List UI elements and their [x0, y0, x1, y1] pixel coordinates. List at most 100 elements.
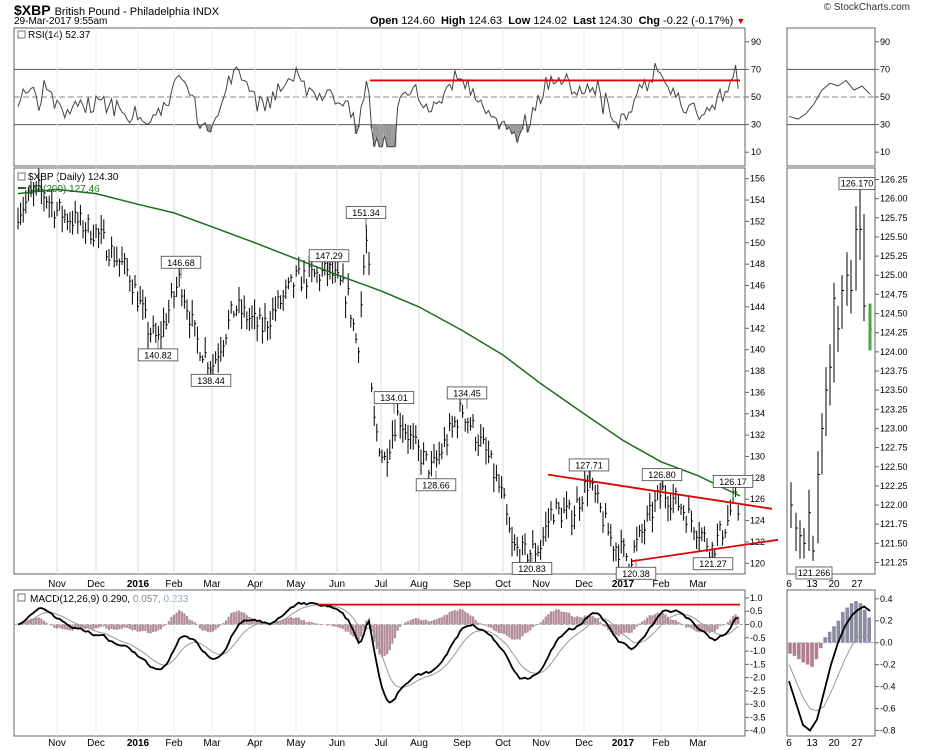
macd-label-signal: 0.057,: [133, 594, 161, 605]
x-axis-labels: Nov Nov Dec Dec 2016 2016 Feb Feb Mar Mar Apr Apr Ma…: [48, 579, 863, 749]
zoom-plot: 126.170 121.266: [787, 79, 876, 732]
pivot-box: [373, 391, 415, 405]
zoom-x-label-bottom: 27: [851, 738, 863, 749]
pivot-box: [415, 478, 457, 492]
price-tick-label: 148: [750, 259, 765, 269]
macd-zoom-frame: [786, 589, 876, 737]
x-axis-label: May: [287, 579, 306, 590]
pivot-label: 147.29: [315, 251, 343, 261]
x-axis-label: Aug: [410, 579, 428, 590]
x-axis-label-bottom: Jul: [375, 738, 388, 749]
x-axis-label-bottom: May: [287, 738, 306, 749]
zoom-pivot-box: [838, 177, 876, 191]
zoom-x-label: 27: [851, 579, 863, 590]
zoom-rsi-tick-label: 10: [880, 147, 890, 157]
zoom-macd-signal-line: [788, 635, 870, 712]
x-axis-label-bottom: Oct: [495, 738, 511, 749]
pivot-label: 151.34: [352, 208, 380, 218]
zoom-price-tick-label: 122.50: [880, 462, 908, 472]
zoom-price-tick-label: 122.00: [880, 500, 908, 510]
x-axis-label-bottom: Dec: [575, 738, 593, 749]
zoom-price-tick-label: 126.25: [880, 174, 908, 184]
price-tick-label: 120: [750, 558, 765, 568]
last-label: Last: [573, 15, 596, 27]
zoom-price-tick-label: 124.75: [880, 289, 908, 299]
x-axis-label: Sep: [453, 579, 471, 590]
macd-plot: [14, 601, 745, 704]
open-value: 124.60: [401, 15, 435, 27]
price-plot: 151.34 146.68 147.29 140.82 138.44 134.01 134.…: [17, 168, 779, 580]
pivot-box: [712, 474, 754, 488]
x-axis-label-bottom: Dec: [87, 738, 105, 749]
macd-label-hist: 0.233: [163, 594, 188, 605]
x-axis-label-bottom: Mar: [203, 738, 221, 749]
price-main-frame: [13, 167, 746, 575]
x-axis-label: Dec: [87, 579, 105, 590]
x-axis-label-bottom: Apr: [247, 738, 263, 749]
macd-tick-label: -1.5: [750, 659, 766, 669]
zoom-price-tick-label: 123.50: [880, 385, 908, 395]
pivot-box: [511, 562, 553, 575]
zoom-pivot-label: 121.266: [798, 568, 831, 578]
pivot-box: [641, 468, 683, 482]
pivot-box: [446, 386, 488, 400]
x-axis-label-bottom: Mar: [689, 738, 707, 749]
zoom-price-tick-label: 123.00: [880, 423, 908, 433]
rsi-label: RSI(14) 52.37: [28, 30, 91, 41]
pivot-label: 134.45: [453, 388, 481, 398]
rsi-tick-label: 90: [751, 37, 761, 47]
pivot-label: 121.27: [699, 559, 727, 569]
axis-ticks: 1561541521501481461441421401381361341321…: [745, 37, 908, 736]
chg-value: -0.22 (-0.17%): [663, 15, 734, 27]
x-axis-label-bottom: Sep: [453, 738, 471, 749]
pivot-box: [190, 373, 232, 387]
zoom-pivot-label: 126.170: [841, 179, 874, 189]
zoom-x-label-bottom: 6: [786, 738, 792, 749]
zoom-rsi-tick-label: 50: [880, 92, 890, 102]
x-axis-label-bottom: 2016: [127, 738, 150, 749]
x-axis-label: 2016: [127, 579, 150, 590]
x-axis-label-bottom: Nov: [532, 738, 550, 749]
zoom-macd-line: [788, 605, 871, 732]
zoom-x-label: 6: [786, 579, 792, 590]
zoom-price-tick-label: 126.00: [880, 194, 908, 204]
zoom-macd-tick-label: -0.4: [880, 682, 896, 692]
zoom-price-tick-label: 121.25: [880, 558, 908, 568]
zoom-price-tick-label: 123.75: [880, 366, 908, 376]
last-value: 124.30: [598, 15, 633, 27]
zoom-price-tick-label: 123.25: [880, 404, 908, 414]
x-axis-label-bottom: Feb: [165, 738, 183, 749]
high-value: 124.63: [468, 15, 503, 27]
x-axis-label-bottom: Jun: [329, 738, 345, 749]
zoom-price-tick-label: 125.00: [880, 270, 908, 280]
price-tick-label: 154: [750, 195, 765, 205]
rsi-tick-label: 10: [751, 147, 761, 157]
pivot-label: 140.82: [144, 350, 172, 360]
pivot-box: [137, 348, 179, 362]
macd-legend: MACD(12,26,9) 0.290, 0.057, 0.233: [30, 594, 189, 605]
x-axis-label-bottom: Feb: [652, 738, 670, 749]
zoom-rsi-tick-label: 90: [880, 37, 890, 47]
pivot-box: [568, 458, 610, 472]
zoom-macd-tick-label: 0.0: [880, 638, 893, 648]
quote-bar: Open 124.60 High 124.63 Low 124.02 Last …: [370, 15, 745, 27]
zoom-rsi-tick-label: 30: [880, 120, 890, 130]
pivot-box: [160, 255, 202, 269]
x-axis-label: Nov: [48, 579, 66, 590]
zoom-macd-tick-label: -0.2: [880, 660, 896, 670]
pivot-label: 128.66: [422, 480, 450, 490]
price-tick-label: 132: [750, 430, 765, 440]
zoom-pivot-box: [795, 566, 833, 580]
macd-tick-label: 0.5: [750, 606, 763, 616]
zoom-price-tick-label: 122.75: [880, 443, 908, 453]
macd-label-group: MACD(12,26,9) 0.290, 0.057, 0.233: [17, 593, 189, 605]
x-axis-label-bottom: 2017: [612, 738, 635, 749]
zoom-x-label-bottom: 20: [828, 738, 840, 749]
macd-legend-swatch: [17, 593, 26, 602]
x-axis-label: Nov: [532, 579, 550, 590]
x-axis-label: Mar: [203, 579, 221, 590]
high-label: High: [440, 15, 466, 27]
pivot-box: [692, 557, 734, 571]
price-tick-label: 134: [750, 409, 765, 419]
macd-signal-line: [17, 604, 739, 688]
